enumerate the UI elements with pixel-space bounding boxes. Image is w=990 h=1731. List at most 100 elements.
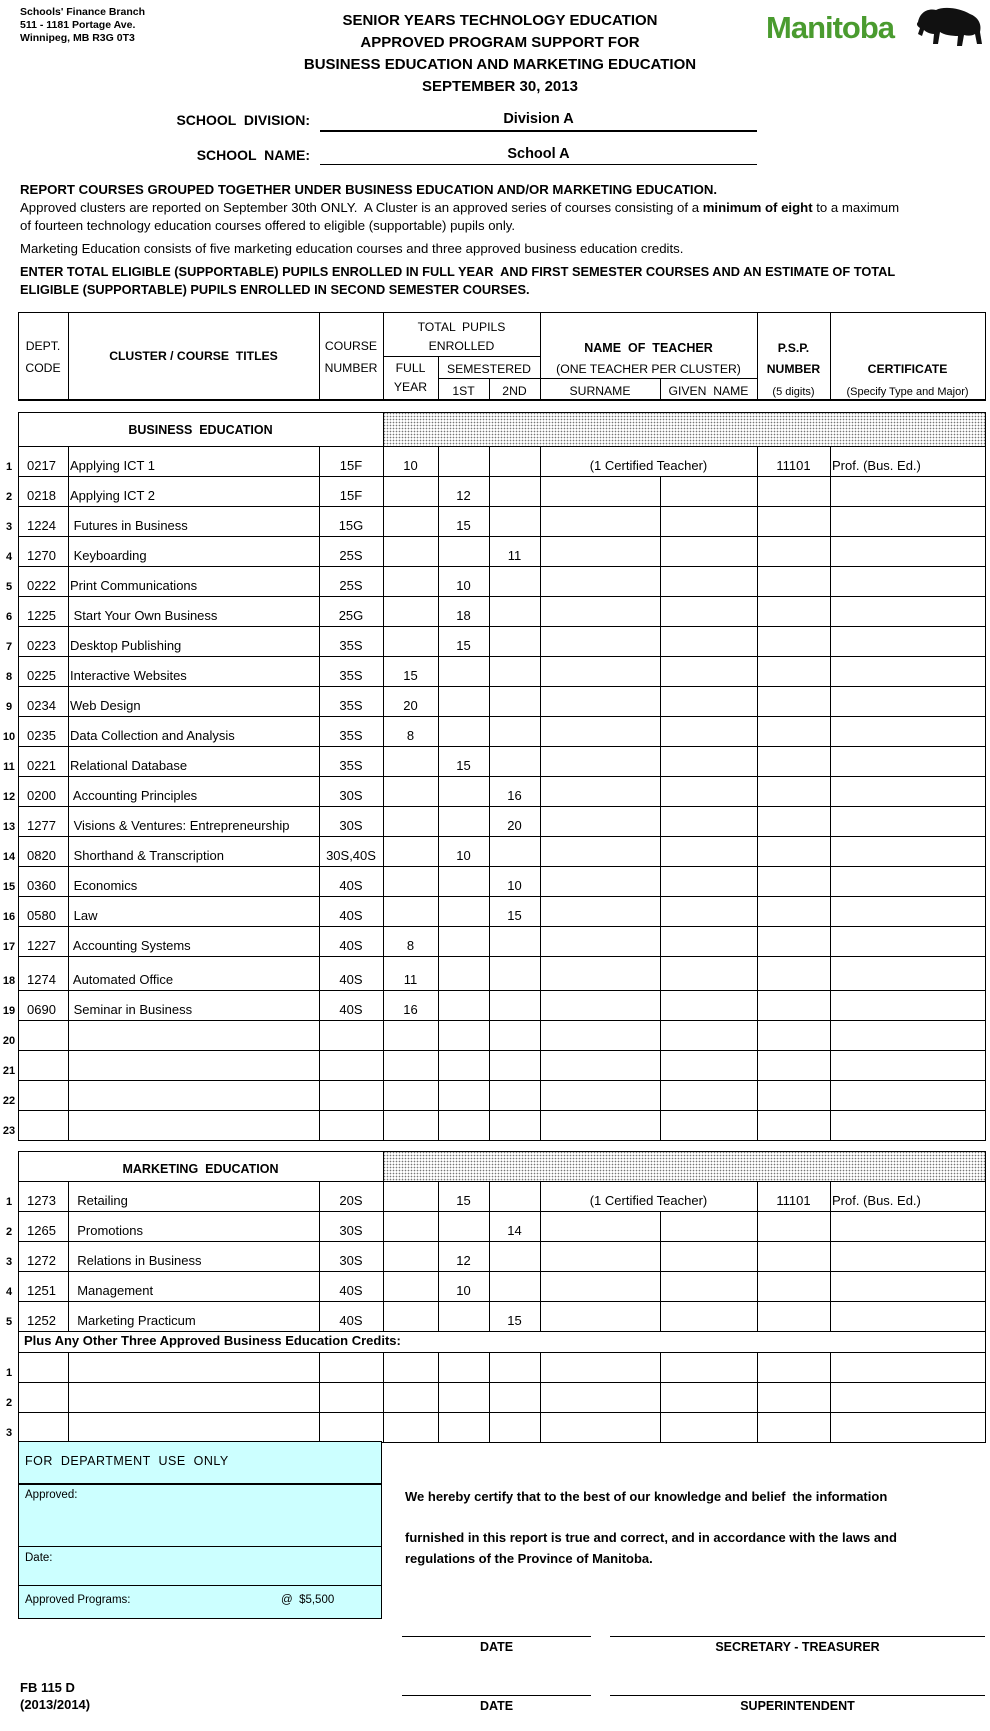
course-title-cell[interactable]: Accounting Principles (70, 788, 198, 803)
second-semester-cell[interactable]: 10 (507, 878, 522, 893)
dept-code-cell[interactable]: 0221 (27, 758, 56, 773)
full-year-cell[interactable]: 16 (403, 1002, 418, 1017)
course-number-cell[interactable]: 35S (339, 638, 363, 653)
course-title-cell[interactable]: Law (70, 908, 98, 923)
dept-code-cell[interactable]: 0690 (27, 1002, 56, 1017)
first-semester-cell[interactable]: 10 (456, 578, 471, 593)
full-year-cell[interactable]: 11 (403, 972, 418, 987)
dept-code-cell[interactable]: 1273 (27, 1193, 56, 1208)
first-semester-cell[interactable]: 10 (456, 1283, 471, 1298)
second-semester-cell[interactable]: 16 (507, 788, 522, 803)
dept-code-cell[interactable]: 1225 (27, 608, 56, 623)
course-number-cell[interactable]: 25S (339, 578, 363, 593)
course-number-cell[interactable]: 40S (339, 878, 363, 893)
dept-code-cell[interactable]: 1277 (27, 818, 56, 833)
course-title-cell[interactable]: Management (70, 1283, 154, 1298)
course-number-cell[interactable]: 30S (339, 1253, 363, 1268)
course-number-cell[interactable]: 35S (339, 728, 363, 743)
certificate-cell[interactable]: Prof. (Bus. Ed.) (832, 1193, 921, 1208)
course-number-cell[interactable]: 30S (339, 818, 363, 833)
psp-number-cell[interactable]: 11101 (776, 1193, 811, 1208)
school-division-value[interactable]: Division A (503, 111, 574, 127)
first-semester-cell[interactable]: 15 (456, 758, 471, 773)
course-number-cell[interactable]: 25G (338, 608, 364, 623)
first-semester-cell[interactable]: 12 (456, 1253, 471, 1268)
full-year-cell[interactable]: 8 (406, 728, 415, 743)
course-number-cell[interactable]: 35S (339, 698, 363, 713)
full-year-cell[interactable]: 10 (403, 458, 418, 473)
first-semester-cell[interactable]: 15 (456, 638, 471, 653)
full-year-cell[interactable]: 20 (403, 698, 418, 713)
course-title-cell[interactable]: Relational Database (70, 758, 188, 773)
course-number-cell[interactable]: 40S (339, 1313, 363, 1328)
course-title-cell[interactable]: Data Collection and Analysis (70, 728, 235, 743)
first-semester-cell[interactable]: 18 (456, 608, 471, 623)
psp-number-cell[interactable]: 11101 (776, 458, 811, 473)
course-number-cell[interactable]: 15F (339, 458, 363, 473)
course-title-cell[interactable]: Automated Office (70, 972, 174, 987)
course-title-cell[interactable]: Relations in Business (70, 1253, 202, 1268)
course-number-cell[interactable]: 40S (339, 972, 363, 987)
dept-code-cell[interactable]: 1251 (27, 1283, 56, 1298)
dept-code-cell[interactable]: 1265 (27, 1223, 56, 1238)
dept-code-cell[interactable]: 0234 (27, 698, 56, 713)
course-title-cell[interactable]: Keyboarding (70, 548, 147, 563)
dept-code-cell[interactable]: 0225 (27, 668, 56, 683)
second-semester-cell[interactable]: 14 (507, 1223, 522, 1238)
dept-code-cell[interactable]: 0360 (27, 878, 56, 893)
course-number-cell[interactable]: 25S (339, 548, 363, 563)
course-number-cell[interactable]: 40S (339, 908, 363, 923)
dept-code-cell[interactable]: 1274 (27, 972, 56, 987)
dept-code-cell[interactable]: 1252 (27, 1313, 56, 1328)
second-semester-cell[interactable]: 15 (507, 1313, 522, 1328)
dept-code-cell[interactable]: 0217 (27, 458, 56, 473)
second-semester-cell[interactable]: 11 (507, 548, 522, 563)
first-semester-cell[interactable]: 15 (456, 518, 471, 533)
teacher-cell[interactable]: (1 Certified Teacher) (589, 458, 708, 473)
course-title-cell[interactable]: Marketing Practicum (70, 1313, 196, 1328)
dept-code-cell[interactable]: 0223 (27, 638, 56, 653)
course-title-cell[interactable]: Desktop Publishing (70, 638, 182, 653)
full-year-cell[interactable]: 15 (403, 668, 418, 683)
dept-code-cell[interactable]: 0218 (27, 488, 56, 503)
course-title-cell[interactable]: Seminar in Business (70, 1002, 193, 1017)
course-title-cell[interactable]: Shorthand & Transcription (70, 848, 224, 863)
course-title-cell[interactable]: Promotions (70, 1223, 143, 1238)
first-semester-cell[interactable]: 15 (456, 1193, 471, 1208)
course-title-cell[interactable]: Futures in Business (70, 518, 188, 533)
course-number-cell[interactable]: 35S (339, 668, 363, 683)
course-title-cell[interactable]: Interactive Websites (70, 668, 187, 683)
course-number-cell[interactable]: 15G (338, 518, 364, 533)
course-title-cell[interactable]: Applying ICT 1 (70, 458, 156, 473)
course-title-cell[interactable]: Web Design (70, 698, 141, 713)
dept-code-cell[interactable]: 1227 (27, 938, 56, 953)
course-number-cell[interactable]: 15F (339, 488, 363, 503)
course-number-cell[interactable]: 40S (339, 1002, 363, 1017)
dept-code-cell[interactable]: 0820 (27, 848, 56, 863)
dept-code-cell[interactable]: 0200 (27, 788, 56, 803)
dept-code-cell[interactable]: 1270 (27, 548, 56, 563)
course-title-cell[interactable]: Visions & Ventures: Entrepreneurship (70, 818, 290, 833)
course-title-cell[interactable]: Start Your Own Business (70, 608, 218, 623)
first-semester-cell[interactable]: 12 (456, 488, 471, 503)
course-number-cell[interactable]: 30S,40S (326, 848, 376, 863)
course-number-cell[interactable]: 30S (339, 788, 363, 803)
school-name-value[interactable]: School A (507, 146, 570, 162)
second-semester-cell[interactable]: 15 (507, 908, 522, 923)
dept-code-cell[interactable]: 1272 (27, 1253, 56, 1268)
course-number-cell[interactable]: 40S (339, 938, 363, 953)
course-title-cell[interactable]: Accounting Systems (70, 938, 191, 953)
full-year-cell[interactable]: 8 (406, 938, 415, 953)
dept-code-cell[interactable]: 1224 (27, 518, 56, 533)
course-title-cell[interactable]: Economics (70, 878, 138, 893)
dept-code-cell[interactable]: 0222 (27, 578, 56, 593)
dept-code-cell[interactable]: 0235 (27, 728, 56, 743)
course-title-cell[interactable]: Print Communications (70, 578, 198, 593)
second-semester-cell[interactable]: 20 (507, 818, 522, 833)
first-semester-cell[interactable]: 10 (456, 848, 471, 863)
certificate-cell[interactable]: Prof. (Bus. Ed.) (832, 458, 921, 473)
teacher-cell[interactable]: (1 Certified Teacher) (589, 1193, 708, 1208)
course-title-cell[interactable]: Applying ICT 2 (70, 488, 156, 503)
course-number-cell[interactable]: 40S (339, 1283, 363, 1298)
dept-code-cell[interactable]: 0580 (27, 908, 56, 923)
